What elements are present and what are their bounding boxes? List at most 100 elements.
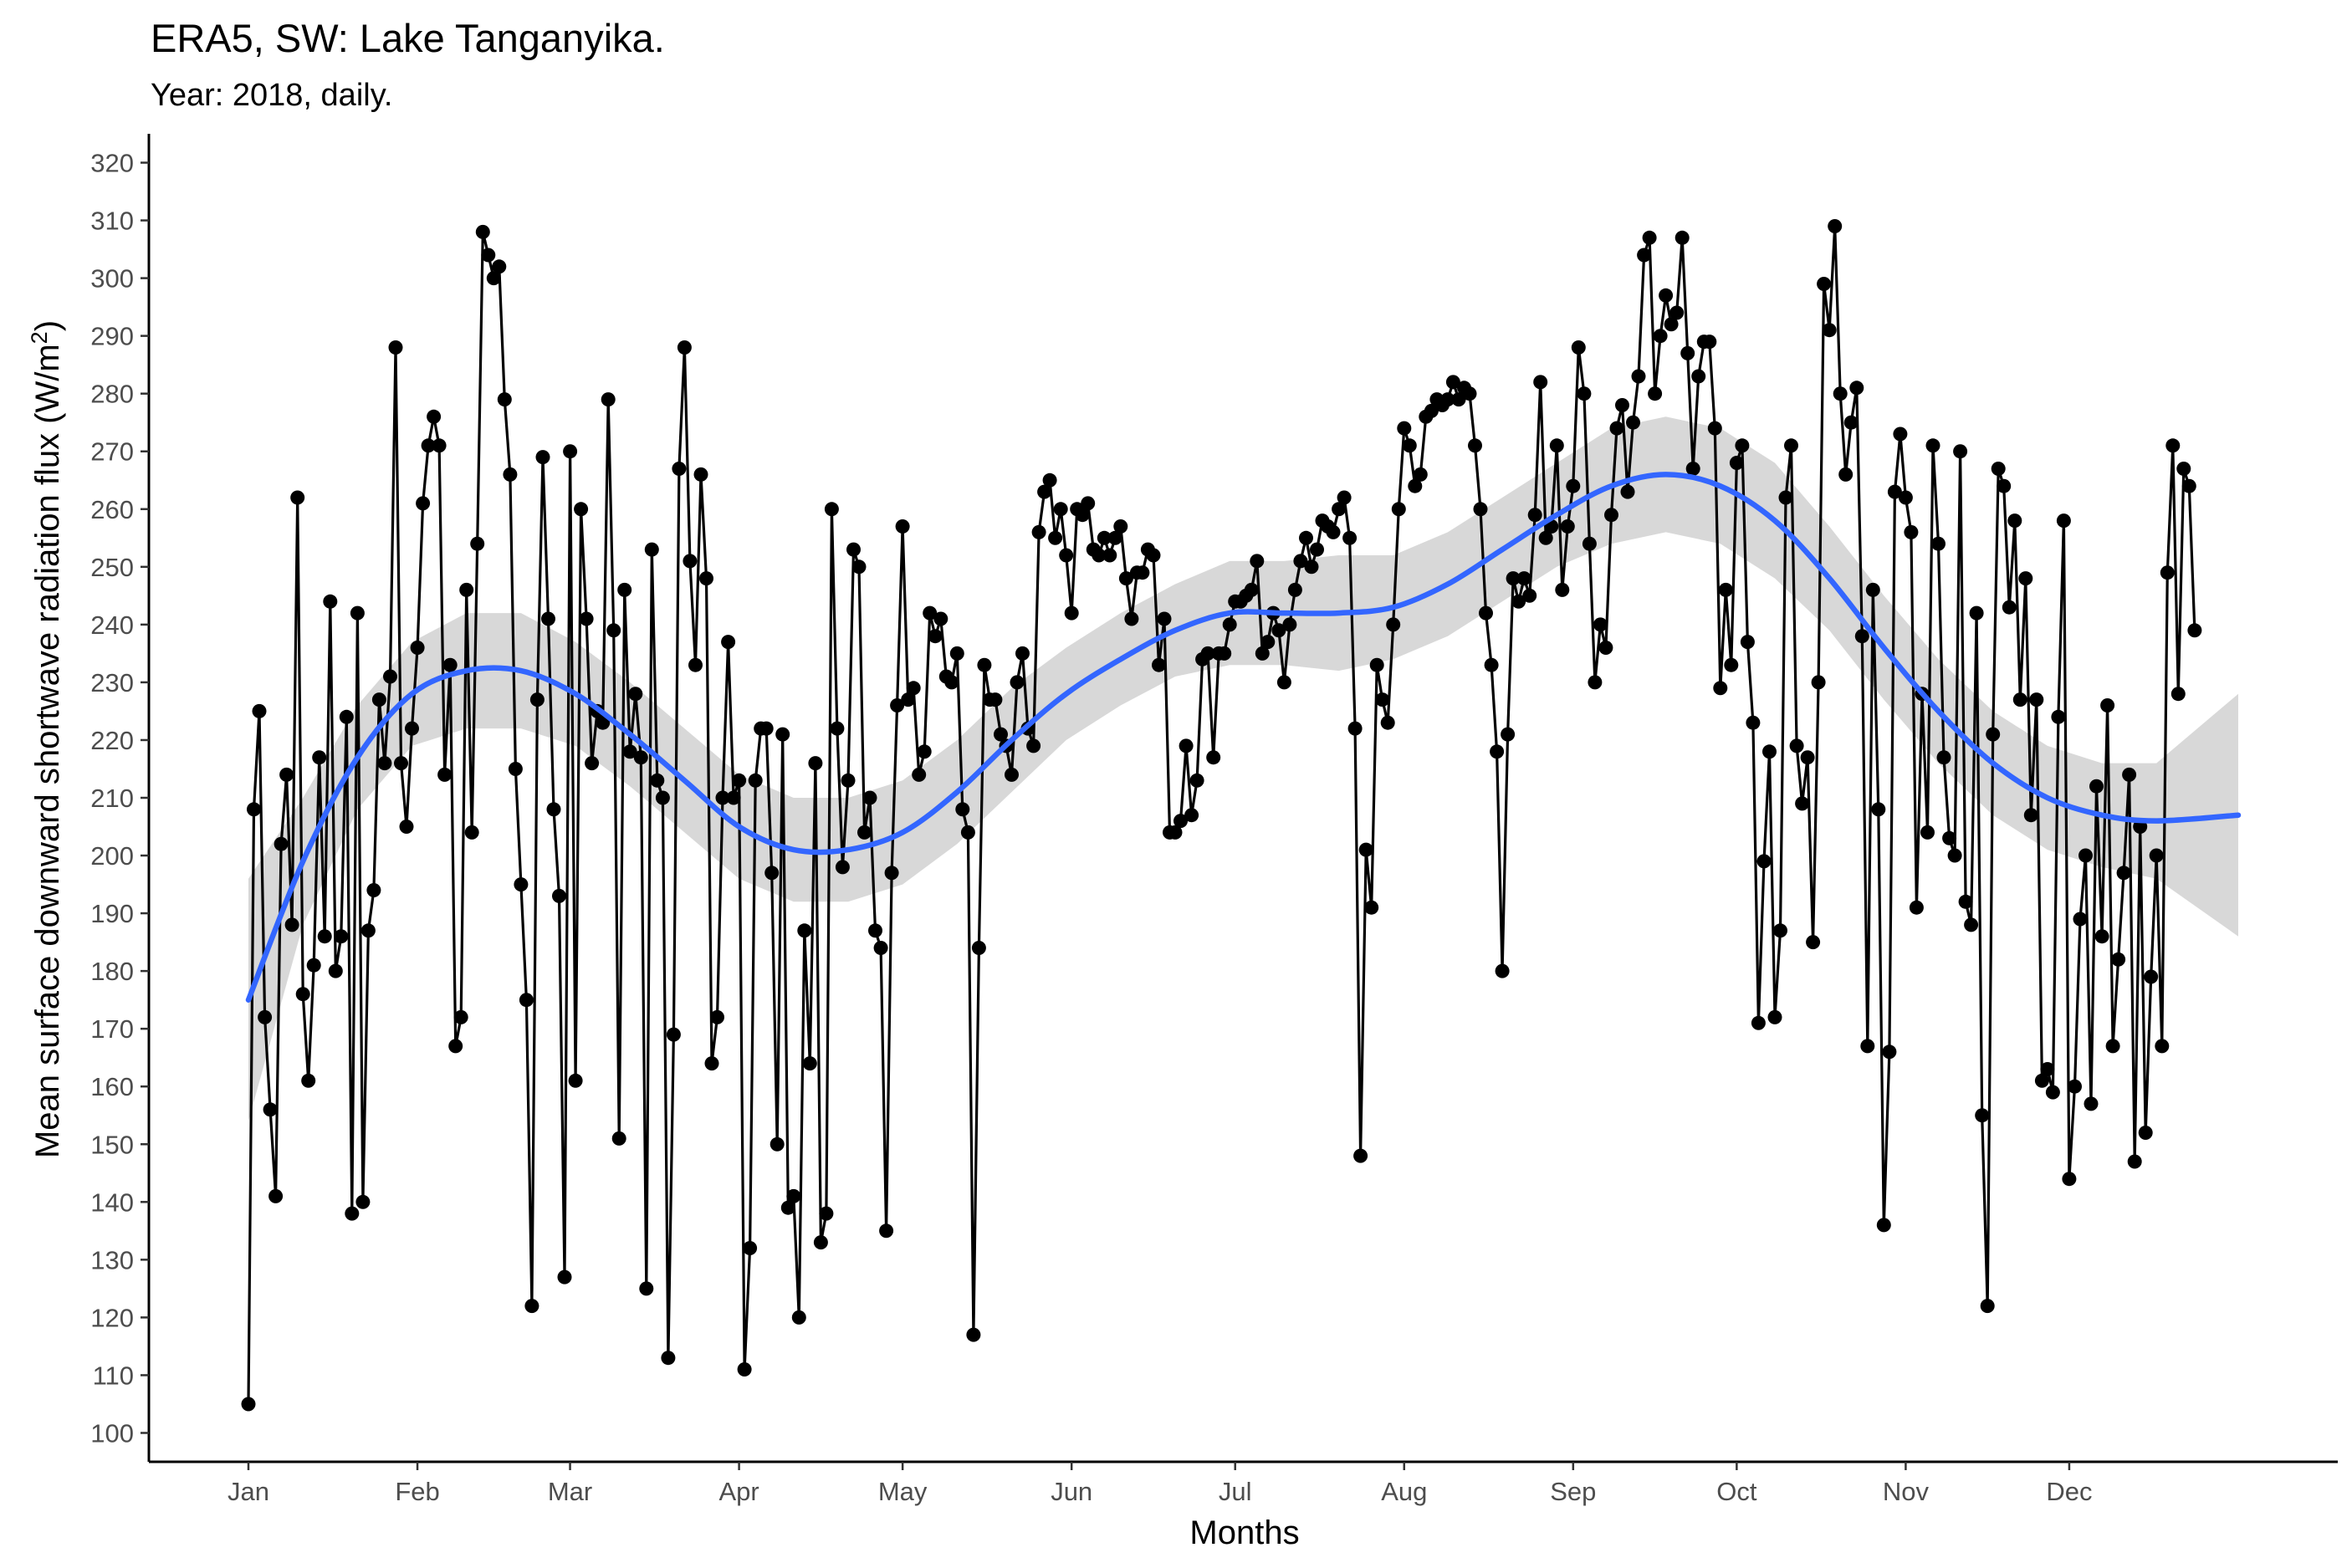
y-axis-title-suffix: )	[29, 320, 66, 331]
data-point	[835, 860, 850, 875]
data-point	[1042, 472, 1057, 488]
data-point	[2078, 848, 2093, 863]
data-point	[1702, 335, 1717, 350]
data-point	[1189, 773, 1204, 788]
data-point	[339, 709, 354, 724]
data-point	[639, 1281, 654, 1296]
data-point	[1685, 462, 1700, 476]
data-point	[966, 1327, 981, 1342]
data-point	[1005, 767, 1019, 782]
data-point	[1168, 825, 1183, 840]
data-point	[912, 767, 927, 782]
data-point	[1484, 657, 1499, 672]
data-point	[606, 623, 621, 638]
data-point	[988, 692, 1003, 707]
data-point	[868, 923, 882, 938]
data-point	[655, 790, 670, 805]
data-point	[1075, 508, 1090, 523]
data-point	[1648, 386, 1663, 401]
data-point	[2116, 866, 2131, 881]
data-point	[688, 657, 703, 672]
data-point	[1135, 565, 1150, 580]
data-point	[1778, 490, 1793, 505]
data-point	[1762, 744, 1777, 759]
data-point	[317, 929, 332, 944]
data-point	[1462, 386, 1477, 401]
x-tick-label: Apr	[718, 1477, 759, 1506]
data-point	[960, 825, 975, 840]
plot-area	[241, 219, 2242, 1412]
data-point	[1669, 305, 1685, 320]
y-tick-label: 170	[90, 1014, 134, 1044]
data-point	[1718, 582, 1733, 597]
data-point	[1953, 444, 1968, 459]
data-point	[1659, 288, 1674, 303]
y-tick-label: 310	[90, 207, 134, 236]
data-point	[1631, 369, 1646, 384]
x-tick-label: Dec	[2046, 1477, 2092, 1506]
data-point	[748, 773, 763, 788]
data-point	[1217, 646, 1232, 661]
data-point	[857, 825, 872, 840]
data-point	[650, 773, 665, 788]
x-tick-label: Feb	[395, 1477, 439, 1506]
data-point	[1795, 796, 1810, 811]
data-point	[1511, 594, 1526, 609]
data-point	[1255, 646, 1270, 661]
x-tick-label: Sep	[1550, 1477, 1596, 1506]
data-point	[475, 224, 490, 239]
smoothed-trend-line	[245, 472, 2242, 1003]
data-point	[1828, 219, 1843, 233]
data-point	[410, 641, 425, 655]
data-point	[732, 773, 747, 788]
data-point	[1408, 478, 1423, 493]
data-point	[1179, 738, 1194, 753]
y-tick-label: 120	[90, 1303, 134, 1332]
data-point	[1620, 484, 1635, 499]
data-point	[596, 715, 611, 730]
data-point	[579, 611, 594, 626]
data-point	[2073, 912, 2088, 927]
data-point	[2170, 687, 2186, 702]
data-point	[1664, 317, 1679, 332]
data-point	[1729, 456, 1744, 470]
y-tick-label: 270	[90, 437, 134, 467]
data-point	[497, 392, 512, 407]
data-point	[1882, 1044, 1897, 1060]
data-point	[1516, 571, 1531, 586]
data-point	[1342, 530, 1358, 545]
data-point	[1048, 530, 1063, 545]
y-tick-label: 180	[90, 957, 134, 986]
data-point	[1282, 617, 1297, 632]
data-point	[1653, 329, 1668, 344]
data-point	[994, 727, 1008, 742]
data-point	[617, 582, 632, 597]
y-tick-label: 100	[90, 1418, 134, 1448]
data-point	[1854, 629, 1869, 644]
data-point	[2034, 1073, 2049, 1088]
data-point	[1337, 490, 1352, 505]
data-point	[492, 259, 507, 274]
data-point	[1904, 524, 1919, 539]
data-point	[1598, 641, 1613, 655]
data-point	[1800, 750, 1815, 765]
data-point	[2094, 929, 2109, 944]
data-point	[622, 744, 637, 759]
data-point	[268, 1188, 284, 1203]
data-point	[427, 409, 442, 424]
data-point	[1310, 542, 1324, 557]
y-tick-label: 290	[90, 322, 134, 351]
data-point	[1947, 848, 1962, 863]
data-point	[802, 1056, 817, 1071]
x-tick-label: Jul	[1219, 1477, 1252, 1506]
data-point	[514, 877, 529, 892]
data-point	[879, 1223, 894, 1239]
data-point	[481, 248, 496, 263]
data-point	[2105, 1039, 2120, 1054]
data-point	[1353, 1148, 1368, 1163]
y-tick-label: 240	[90, 610, 134, 640]
data-point	[841, 773, 856, 788]
data-point	[1092, 548, 1107, 563]
data-point	[699, 571, 713, 586]
